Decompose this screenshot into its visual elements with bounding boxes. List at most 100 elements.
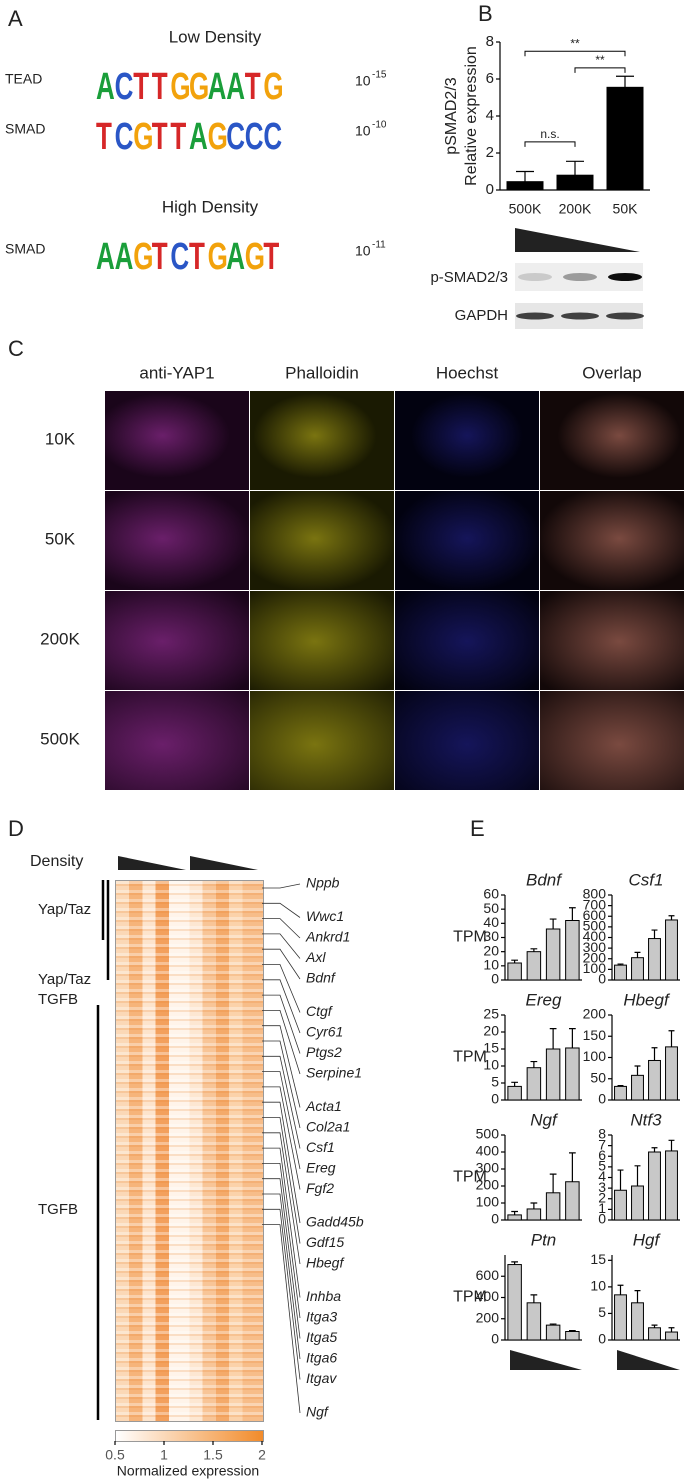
micrograph (395, 591, 539, 690)
error-bar (634, 1065, 641, 1076)
gene-label: Bdnf (306, 970, 337, 986)
error-bar (668, 1030, 675, 1047)
y-tick-label: 200 (583, 949, 607, 965)
y-tick-label: 0 (598, 971, 606, 987)
y-tick-label: 600 (476, 1267, 500, 1283)
y-tick-label: 15 (483, 1040, 499, 1056)
motif-letter: C (115, 65, 134, 107)
micrograph (395, 691, 539, 790)
error-bar (616, 75, 634, 88)
panel-label: C (8, 336, 24, 361)
leader-line (262, 1071, 301, 1170)
bar (565, 1181, 580, 1221)
micrograph (105, 691, 249, 790)
gene-label: Serpine1 (306, 1065, 362, 1081)
leader-line (262, 1101, 301, 1224)
annotation: ** (595, 53, 605, 67)
group-label: Yap/Taz (38, 901, 91, 918)
error-bar (617, 963, 624, 966)
motif-name: TEAD (5, 71, 42, 87)
y-tick-label: 0 (598, 1091, 606, 1107)
y-tick-label: 6 (486, 70, 494, 87)
error-bar (569, 1152, 576, 1182)
error-bar (530, 1202, 538, 1209)
band (563, 273, 597, 281)
y-tick-label: 400 (476, 1143, 500, 1159)
y-tick-label: 50 (483, 900, 499, 916)
motif-letter: C (226, 115, 245, 157)
micrograph (395, 391, 539, 490)
motif-letter: G (245, 235, 265, 277)
density-label: Density (30, 853, 83, 870)
y-tick-label: 0 (486, 181, 494, 198)
group-label: Yap/Taz (38, 971, 91, 988)
panel-label: A (8, 6, 23, 31)
error-bar (651, 929, 658, 939)
y-tick-label: 400 (583, 928, 607, 944)
error-bar (569, 1330, 576, 1332)
bar (631, 1302, 644, 1341)
error-bar (511, 1081, 518, 1087)
y-tick-label: 0 (598, 1331, 606, 1347)
y-tick-label: 700 (583, 896, 607, 912)
motif-letter: C (115, 115, 134, 157)
y-tick-label: 4 (486, 107, 494, 124)
motif-name: SMAD (5, 241, 45, 257)
chart-title: Ptn (531, 1230, 557, 1249)
y-tick-label: 100 (476, 1194, 500, 1210)
motif-letter: T (189, 235, 205, 277)
y-tick-label: 20 (483, 942, 499, 958)
band (518, 273, 552, 281)
title: Low Density (169, 27, 262, 46)
y-tick-label: 200 (476, 1177, 500, 1193)
group-label: TGFB (38, 991, 78, 1008)
density-wedge (515, 228, 640, 252)
blot-label: GAPDH (455, 307, 508, 324)
row-label: 50K (45, 529, 76, 548)
error-bar (617, 1169, 624, 1191)
gene-label: Ptgs2 (306, 1044, 342, 1060)
gene-label: Fgf2 (306, 1180, 334, 1196)
colorbar-label: Normalized expression (117, 1463, 259, 1479)
chart-title: Ntf3 (630, 1110, 662, 1129)
motif-letter: G (208, 235, 228, 277)
error-bar (634, 1165, 641, 1186)
bar (545, 1324, 561, 1341)
leader-line (262, 1208, 301, 1380)
error-bar (549, 1173, 557, 1193)
gene-label: Axl (305, 949, 326, 965)
micrograph (395, 491, 539, 590)
annotation: n.s. (540, 127, 559, 141)
chart-title: Bdnf (526, 870, 563, 889)
bar (614, 1189, 627, 1221)
motif-letter: G (133, 235, 153, 277)
bar (556, 174, 594, 191)
motif-letter: C (170, 235, 189, 277)
row-label: 10K (45, 429, 76, 448)
micrograph (540, 491, 684, 590)
y-tick-label: 8 (486, 33, 494, 50)
leader-line (262, 902, 301, 918)
y-tick-label: 1 (598, 1200, 606, 1216)
bar (526, 1302, 542, 1341)
bar (665, 919, 678, 981)
chart-title: Hgf (633, 1230, 662, 1249)
y-axis-label: TPM (453, 1169, 487, 1186)
motif-letter: G (170, 65, 190, 107)
motif-letter: A (96, 235, 115, 277)
y-tick-label: 6 (598, 1147, 606, 1163)
leader-line (262, 1055, 301, 1149)
group-label: TGFB (38, 1201, 78, 1218)
x-tick-label: 200K (559, 201, 592, 217)
motif-letter: A (115, 235, 134, 277)
micrograph (250, 591, 394, 690)
column-header: Phalloidin (285, 363, 359, 382)
y-tick-label: 50 (590, 1069, 606, 1085)
bar (545, 1192, 561, 1221)
panel-label: B (478, 1, 493, 26)
y-tick-label: 100 (583, 960, 607, 976)
band (561, 312, 599, 320)
bar (565, 1047, 580, 1101)
